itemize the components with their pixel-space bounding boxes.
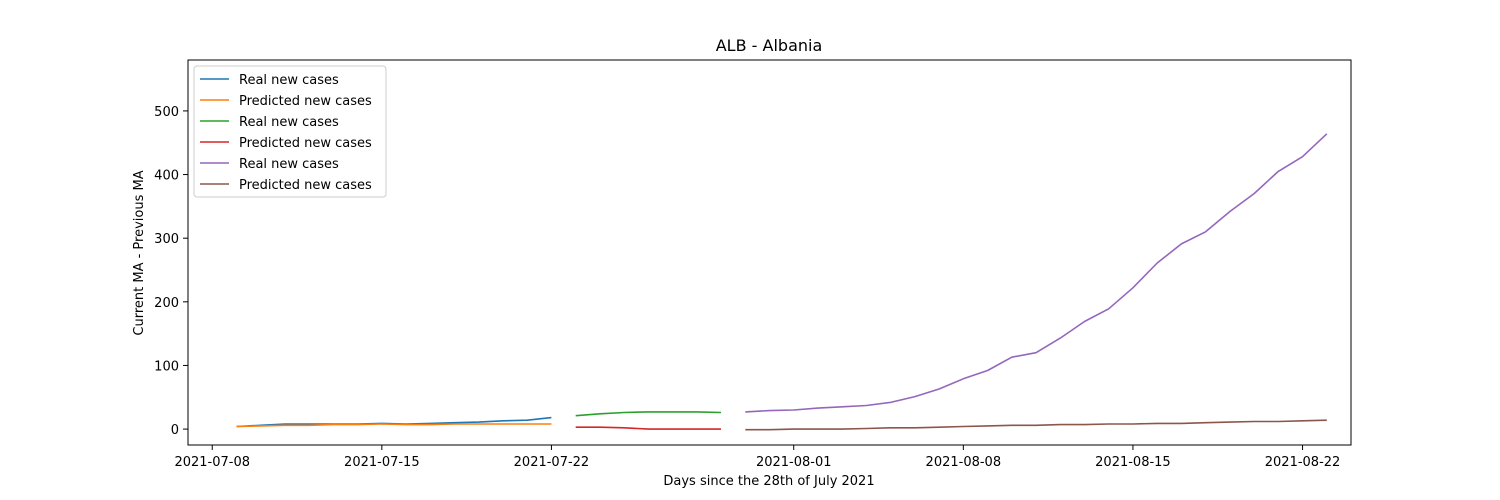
legend-label-5: Real new cases xyxy=(239,157,339,172)
x-axis: 2021-07-08 2021-07-15 2021-07-22 2021-08-01… xyxy=(174,445,1340,470)
x-tick-label: 2021-08-15 xyxy=(1095,455,1171,470)
series-line-2 xyxy=(236,423,552,428)
y-tick-label: 300 xyxy=(154,232,179,247)
series-line-3 xyxy=(575,411,722,417)
legend-label-3: Real new cases xyxy=(239,115,339,130)
y-tick-label: 0 xyxy=(171,423,179,438)
plot-area xyxy=(187,59,1352,446)
x-tick-label: 2021-08-01 xyxy=(756,455,832,470)
legend-label-4: Predicted new cases xyxy=(239,136,372,151)
x-tick-label: 2021-07-22 xyxy=(514,455,590,470)
x-tick-label: 2021-08-22 xyxy=(1265,455,1341,470)
series-line-4 xyxy=(575,426,721,430)
y-tick-label: 200 xyxy=(154,296,179,311)
legend-label-1: Real new cases xyxy=(239,73,339,88)
legend-label-6: Predicted new cases xyxy=(239,178,372,193)
y-tick-label: 100 xyxy=(154,359,179,374)
y-tick-label: 400 xyxy=(154,169,179,184)
y-axis-label: Current MA - Previous MA xyxy=(132,170,147,335)
series-line-6 xyxy=(745,419,1327,431)
x-tick-label: 2021-07-15 xyxy=(344,455,420,470)
series-lines xyxy=(236,133,1328,431)
x-tick-label: 2021-07-08 xyxy=(174,455,250,470)
series-line-5 xyxy=(745,133,1328,413)
legend-box xyxy=(193,65,387,198)
legend: Real new cases Predicted new cases Real ne… xyxy=(193,65,387,198)
y-tick-label: 500 xyxy=(154,105,179,120)
chart-title: ALB - Albania xyxy=(716,36,823,55)
x-axis-label: Days since the 28th of July 2021 xyxy=(663,474,874,489)
x-tick-label: 2021-08-08 xyxy=(926,455,1002,470)
y-axis: 0 100 200 300 400 500 xyxy=(154,105,188,438)
legend-label-2: Predicted new cases xyxy=(239,94,372,109)
